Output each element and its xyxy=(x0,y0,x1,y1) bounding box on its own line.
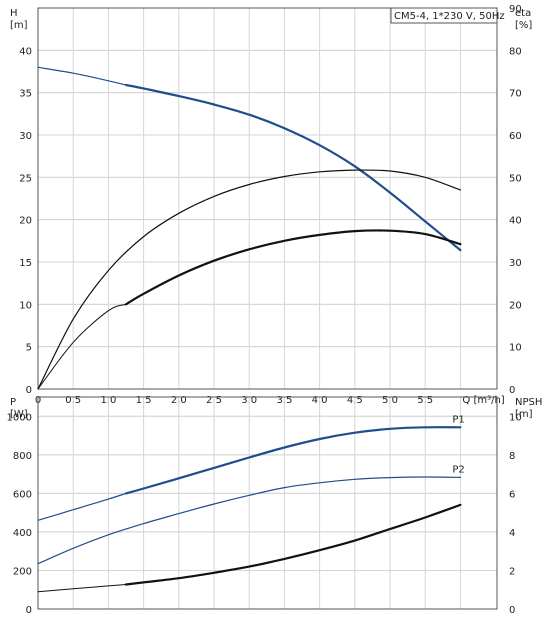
top-y-right-tick-label: 20 xyxy=(509,300,522,311)
bottom-y-right-unit: [m] xyxy=(515,409,533,420)
bottom-y-left-unit: [W] xyxy=(10,409,28,420)
top-y-right-tick-label: 10 xyxy=(509,343,522,354)
top-y-left-tick-label: 40 xyxy=(19,46,32,57)
bottom-y-right-tick-label: 8 xyxy=(509,451,515,462)
top-y-left-tick-label: 10 xyxy=(19,300,32,311)
chart-title-box xyxy=(390,7,498,24)
bottom-series-line-0 xyxy=(37,492,127,521)
bottom-plot-frame xyxy=(37,396,498,610)
top-y-right-tick-label: 40 xyxy=(509,216,522,227)
top-y-left-tick-label: 35 xyxy=(19,89,32,100)
bottom-series-line-1 xyxy=(124,426,462,495)
bottom-series-line-2 xyxy=(37,476,461,565)
top-y-right-tick-label: 90 xyxy=(509,4,522,15)
bottom-y-left-tick-label: 800 xyxy=(13,451,32,462)
bottom-y-left-tick-label: 600 xyxy=(13,489,32,500)
top-y-left-tick-label: 30 xyxy=(19,131,32,142)
bottom-y-left-tick-label: 200 xyxy=(13,566,32,577)
bottom-y-left-tick-label: 1000 xyxy=(7,412,32,423)
top-y-right-label: eta xyxy=(515,8,531,19)
top-series-line-4 xyxy=(124,229,462,306)
top-y-right-tick-label: 0 xyxy=(509,385,515,396)
series-label-p2: P2 xyxy=(452,464,464,475)
top-series-line-1 xyxy=(124,83,462,252)
top-y-right-tick-label: 80 xyxy=(509,46,522,57)
bottom-y-right-tick-label: 6 xyxy=(509,489,515,500)
top-series-line-3 xyxy=(37,303,127,390)
top-y-right-tick-label: 50 xyxy=(509,173,522,184)
x-axis-label: Q [m³/h] xyxy=(462,395,504,406)
bottom-y-left-label: P xyxy=(10,397,16,408)
bottom-y-right-tick-label: 2 xyxy=(509,566,515,577)
top-y-left-unit: [m] xyxy=(10,20,28,31)
bottom-y-right-tick-label: 4 xyxy=(509,528,515,539)
bottom-y-left-tick-label: 0 xyxy=(26,605,32,616)
top-y-right-unit: [%] xyxy=(515,20,532,31)
top-y-left-tick-label: 20 xyxy=(19,216,32,227)
top-y-right-tick-label: 60 xyxy=(509,131,522,142)
bottom-y-right-tick-label: 10 xyxy=(509,412,522,423)
series-label-p1: P1 xyxy=(452,414,464,425)
bottom-y-right-tick-label: 0 xyxy=(509,605,515,616)
top-y-left-tick-label: 0 xyxy=(26,385,32,396)
top-series-line-2 xyxy=(37,169,461,390)
bottom-series-line-4 xyxy=(124,503,462,586)
top-series-line-0 xyxy=(37,66,127,86)
top-plot-frame xyxy=(37,7,498,390)
bottom-y-right-label: NPSH xyxy=(515,397,542,408)
top-y-left-tick-label: 25 xyxy=(19,173,32,184)
top-y-left-tick-label: 5 xyxy=(26,343,32,354)
top-y-right-tick-label: 70 xyxy=(509,89,522,100)
top-y-right-tick-label: 30 xyxy=(509,258,522,269)
bottom-y-left-tick-label: 400 xyxy=(13,528,32,539)
chart-title: CM5-4, 1*230 V, 50Hz xyxy=(394,11,505,22)
top-y-left-tick-label: 15 xyxy=(19,258,32,269)
top-y-left-label: H xyxy=(10,8,18,19)
bottom-series-line-3 xyxy=(37,584,127,593)
